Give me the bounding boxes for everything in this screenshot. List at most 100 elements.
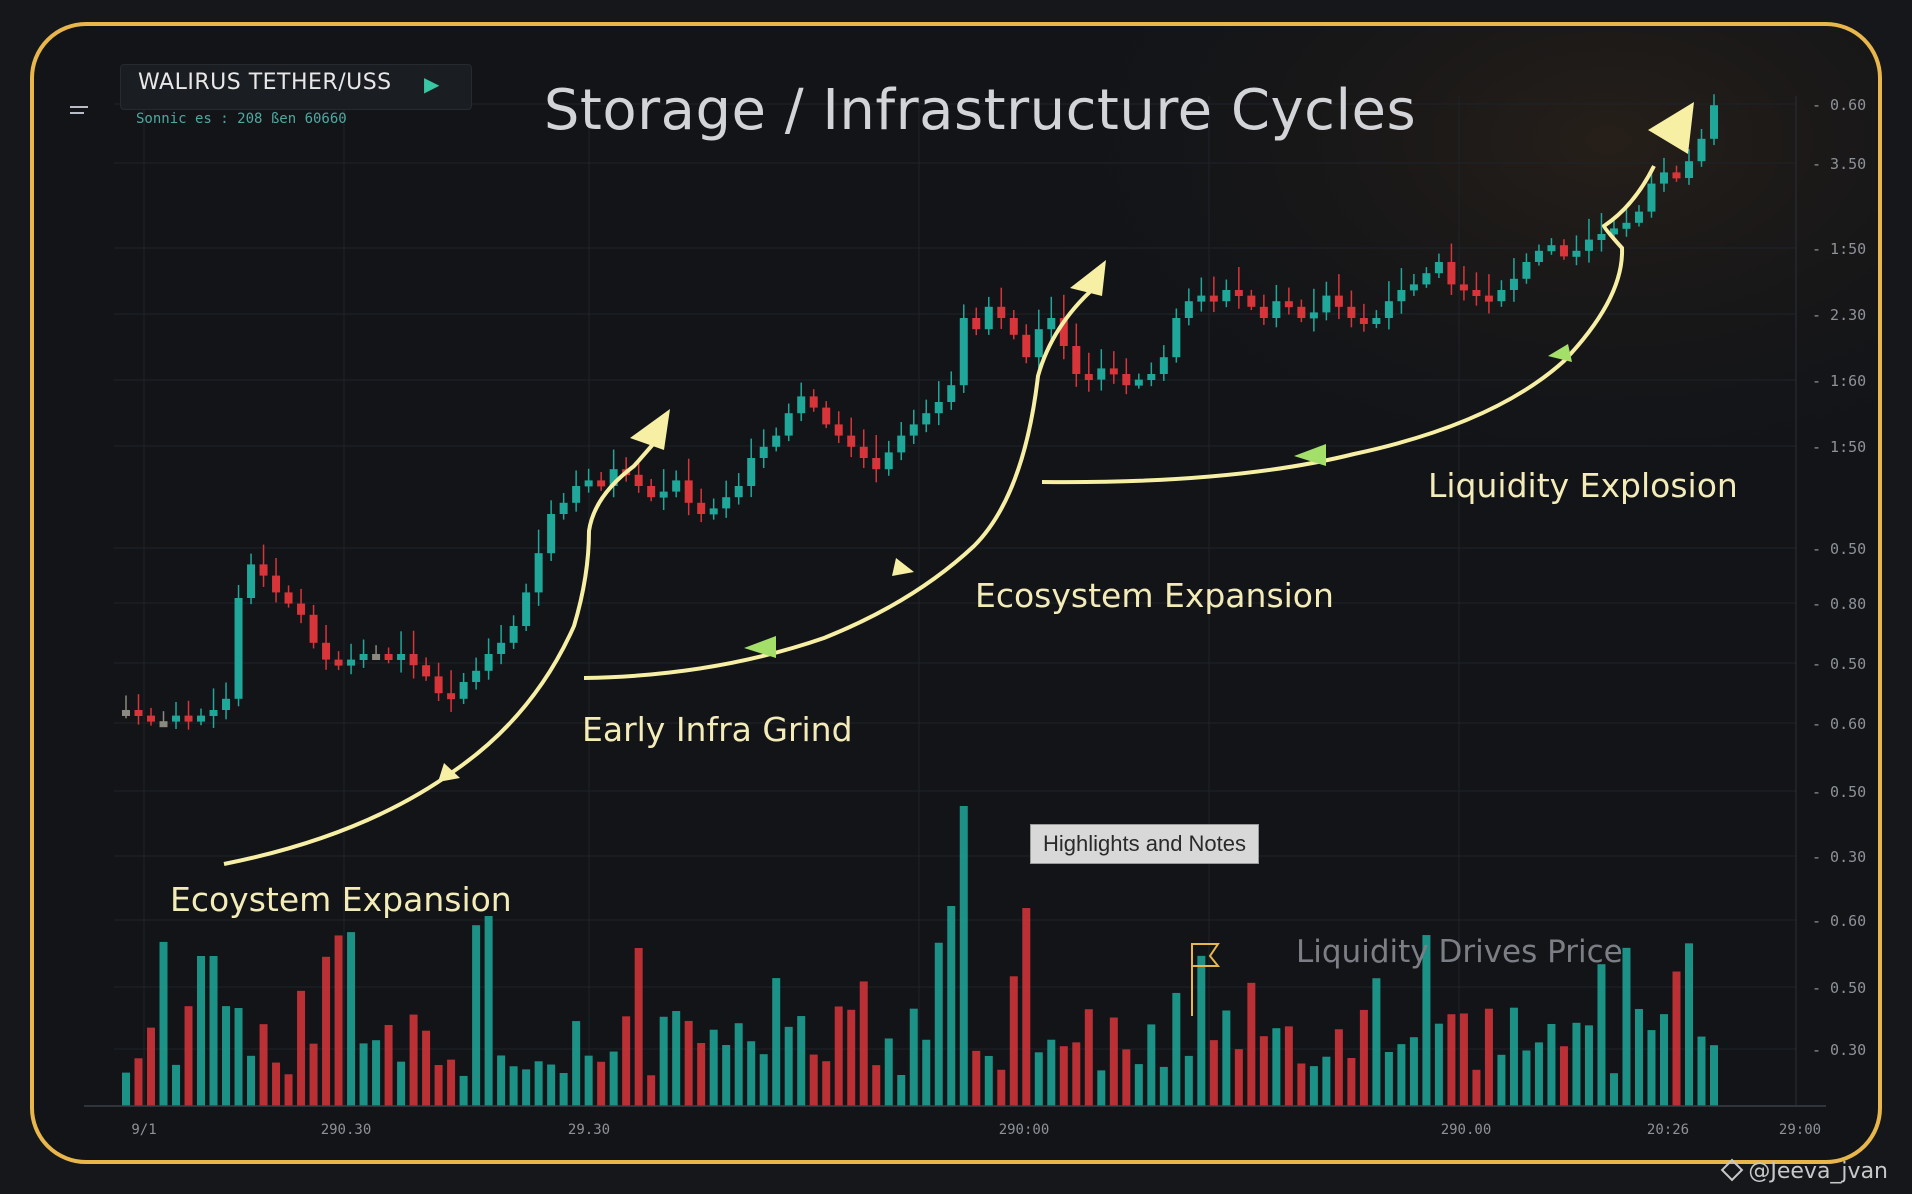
x-tick-label: 290.30 bbox=[321, 1122, 372, 1138]
candle-body bbox=[572, 486, 581, 503]
candle-body bbox=[959, 318, 968, 386]
candle-body bbox=[847, 435, 856, 447]
arrow-path-2 bbox=[583, 286, 1096, 680]
candle-body bbox=[1359, 318, 1368, 324]
candle-body bbox=[1547, 245, 1556, 252]
x-tick-label: 29.30 bbox=[568, 1122, 610, 1138]
candle-body bbox=[309, 614, 318, 643]
volume-bar bbox=[1109, 1017, 1118, 1106]
symbol-label[interactable]: WALIRUS TETHER/USS bbox=[138, 70, 392, 95]
volume-bar bbox=[1259, 1036, 1268, 1106]
candle-body bbox=[134, 710, 143, 716]
volume-bar bbox=[1622, 947, 1631, 1106]
candle-body bbox=[1184, 301, 1193, 318]
candle-body bbox=[584, 480, 593, 487]
phase-label-1: Ecoystem Expansion bbox=[170, 880, 512, 919]
volume-bar bbox=[1309, 1066, 1318, 1106]
candle-body bbox=[1309, 312, 1318, 319]
volume-bar bbox=[747, 1041, 756, 1106]
candle-body bbox=[1259, 306, 1268, 318]
volume-bar bbox=[322, 956, 331, 1106]
volume-bar bbox=[547, 1064, 556, 1106]
volume-bar bbox=[834, 1006, 843, 1106]
volume-bar bbox=[484, 916, 493, 1106]
yellow-arrow-marker bbox=[438, 763, 460, 782]
volume-bar bbox=[1009, 976, 1018, 1106]
symbol-subtitle: Sonnic es : 208 ßen 60660 bbox=[136, 111, 347, 127]
volume-bar bbox=[622, 1016, 631, 1106]
candle-body bbox=[1322, 295, 1331, 313]
volume-bar bbox=[1209, 1040, 1218, 1106]
volume-bar bbox=[1159, 1066, 1168, 1106]
candle-body bbox=[1397, 290, 1406, 302]
watermark: @Jeeva_jvan bbox=[1721, 1158, 1888, 1184]
candle-body bbox=[1272, 301, 1281, 318]
candle-body bbox=[1559, 245, 1568, 257]
volume-bar bbox=[272, 1062, 281, 1106]
volume-bar bbox=[334, 935, 343, 1106]
candle-body bbox=[872, 458, 881, 470]
volume-bar bbox=[584, 1055, 593, 1106]
yellow-arrow-marker bbox=[892, 558, 914, 576]
volume-bar bbox=[434, 1064, 443, 1106]
volume-bar bbox=[922, 1039, 931, 1106]
watermark-text: @Jeeva_jvan bbox=[1748, 1159, 1888, 1184]
candle-body bbox=[697, 502, 706, 514]
candle-body bbox=[1034, 329, 1043, 358]
volume-bar bbox=[972, 1050, 981, 1106]
volume-bar bbox=[884, 1038, 893, 1106]
candle-body bbox=[434, 676, 443, 694]
arrow-head-3 bbox=[1648, 102, 1694, 154]
candle-body bbox=[1159, 357, 1168, 374]
candle-body bbox=[297, 603, 306, 615]
volume-bar bbox=[409, 1014, 418, 1106]
candle-body bbox=[947, 385, 956, 402]
volume-bar bbox=[422, 1030, 431, 1106]
volume-bar bbox=[697, 1043, 706, 1106]
play-icon[interactable]: ▶ bbox=[424, 72, 440, 96]
highlights-notes-box[interactable]: Highlights and Notes bbox=[1030, 824, 1260, 864]
candle-body bbox=[247, 564, 256, 598]
volume-bar bbox=[534, 1061, 543, 1106]
candle-body bbox=[659, 491, 668, 498]
candle-body bbox=[1059, 318, 1068, 346]
volume-bar bbox=[1072, 1042, 1081, 1106]
volume-bar bbox=[647, 1075, 656, 1106]
volume-bar bbox=[1534, 1042, 1543, 1106]
flag-icon bbox=[1191, 943, 1221, 967]
volume-bar bbox=[1484, 1008, 1493, 1106]
candle-body bbox=[772, 435, 781, 447]
candle-body bbox=[722, 497, 731, 509]
volume-bar bbox=[147, 1027, 156, 1106]
volume-bar bbox=[1447, 1014, 1456, 1106]
volume-bar bbox=[1597, 964, 1606, 1106]
volume-bar bbox=[909, 1008, 918, 1106]
candle-body bbox=[1234, 290, 1243, 296]
candle-body bbox=[447, 693, 456, 700]
candle-body bbox=[209, 710, 218, 716]
candle-body bbox=[322, 642, 331, 660]
volume-bar bbox=[1634, 1008, 1643, 1106]
axes: - 0.60 - 3.50 - 1:50 - 2.30 - 1:60 - 1:50 - 0.… bbox=[84, 96, 1866, 1138]
volume-bar bbox=[1284, 1026, 1293, 1106]
candle-body bbox=[397, 654, 406, 660]
volume-bar bbox=[1297, 1063, 1306, 1106]
candle-body bbox=[1372, 318, 1381, 324]
liquidity-note: Liquidity Drives Price bbox=[1296, 934, 1623, 970]
green-arrow-marker bbox=[1294, 444, 1326, 466]
volume-bar bbox=[384, 1024, 393, 1106]
chart-frame: - 0.60 - 3.50 - 1:50 - 2.30 - 1:60 - 1:50 - 0.… bbox=[30, 22, 1882, 1164]
menu-icon[interactable] bbox=[70, 106, 88, 118]
volume-bar bbox=[159, 941, 168, 1106]
candle-body bbox=[1672, 172, 1681, 179]
volume-bar bbox=[1147, 1024, 1156, 1106]
symbol-selector[interactable] bbox=[120, 64, 472, 110]
volume-bar bbox=[659, 1016, 668, 1106]
candle-body bbox=[272, 575, 281, 593]
volume-bar bbox=[859, 981, 868, 1106]
candle-body bbox=[884, 452, 893, 470]
candle-body bbox=[922, 413, 931, 425]
volume-bar bbox=[222, 1006, 231, 1106]
volume-bar bbox=[184, 1006, 193, 1106]
volume-bar bbox=[734, 1023, 743, 1106]
